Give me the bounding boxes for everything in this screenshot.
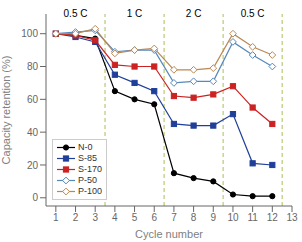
svg-text:100: 100 [21, 28, 38, 39]
svg-text:0.5 C: 0.5 C [64, 8, 88, 19]
html-text:S-170: S-170 [78, 164, 102, 174]
svg-text:11: 11 [247, 212, 258, 223]
html-text:P-100: P-100 [78, 186, 102, 196]
html-text:N-0: N-0 [78, 142, 93, 152]
svg-text:80: 80 [27, 61, 39, 72]
svg-text:Cycle number: Cycle number [135, 228, 203, 240]
svg-text:7: 7 [171, 212, 177, 223]
html-text:P-50: P-50 [78, 175, 97, 185]
svg-text:8: 8 [191, 212, 197, 223]
svg-text:5: 5 [132, 212, 138, 223]
svg-text:6: 6 [151, 212, 157, 223]
svg-text:3: 3 [92, 212, 98, 223]
svg-text:10: 10 [227, 212, 239, 223]
svg-text:4: 4 [112, 212, 118, 223]
html-text:S-85: S-85 [78, 153, 97, 163]
svg-text:Capacity retention (%): Capacity retention (%) [8, 56, 12, 165]
svg-text:12: 12 [267, 212, 279, 223]
svg-text:1: 1 [53, 212, 59, 223]
svg-text:2: 2 [73, 212, 79, 223]
svg-text:2 C: 2 C [186, 8, 202, 19]
svg-text:9: 9 [210, 212, 216, 223]
svg-text:0.5 C: 0.5 C [241, 8, 265, 19]
svg-text:1 C: 1 C [127, 8, 143, 19]
svg-text:20: 20 [27, 160, 39, 171]
svg-text:60: 60 [27, 94, 39, 105]
svg-text:13: 13 [286, 212, 294, 223]
svg-text:0: 0 [32, 192, 38, 203]
svg-text:40: 40 [27, 127, 39, 138]
